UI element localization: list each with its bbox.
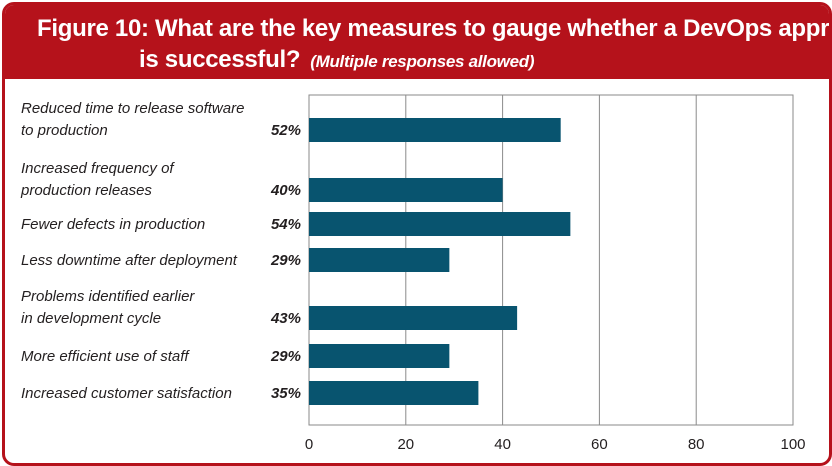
bar	[309, 212, 571, 236]
figure-title-line1: Figure 10: What are the key measures to …	[37, 15, 832, 42]
figure-title-note: (Multiple responses allowed)	[310, 52, 535, 71]
bar	[309, 248, 450, 272]
category-label: Increased frequency of production release…	[20, 160, 175, 199]
x-tick-label: 20	[397, 436, 414, 453]
x-tick-label: 40	[494, 436, 511, 453]
figure-header: Figure 10: What are the key measures to …	[5, 5, 829, 79]
x-tick-label: 60	[591, 436, 608, 453]
value-label: 35%	[271, 385, 301, 402]
value-label: 52%	[271, 122, 301, 139]
x-tick-label: 0	[305, 436, 313, 453]
figure-title-line2: is successful? (Multiple responses allowe…	[139, 46, 535, 74]
category-label: More efficient use of staff	[21, 348, 190, 365]
value-label: 40%	[270, 182, 301, 199]
bar	[309, 178, 503, 202]
bar-chart: 0 20 40 60 80 100 52% Reduced time to release s…	[20, 94, 806, 453]
bar	[309, 118, 561, 142]
value-label: 29%	[270, 348, 301, 365]
value-label: 29%	[270, 252, 301, 269]
bar	[309, 381, 479, 405]
x-tick-label: 100	[780, 436, 805, 453]
category-label: Increased customer satisfaction	[21, 385, 232, 402]
x-tick-label: 80	[688, 436, 705, 453]
bar	[309, 344, 450, 368]
bar	[309, 306, 518, 330]
category-label: Less downtime after deployment	[21, 252, 238, 269]
figure-title-line2-text: is successful?	[139, 46, 301, 73]
category-label: Problems identified earlier in developmen…	[21, 288, 195, 327]
value-label: 54%	[271, 216, 301, 233]
category-label: Reduced time to release software to produ…	[21, 100, 244, 139]
category-label: Fewer defects in production	[21, 216, 205, 233]
value-label: 43%	[270, 310, 301, 327]
